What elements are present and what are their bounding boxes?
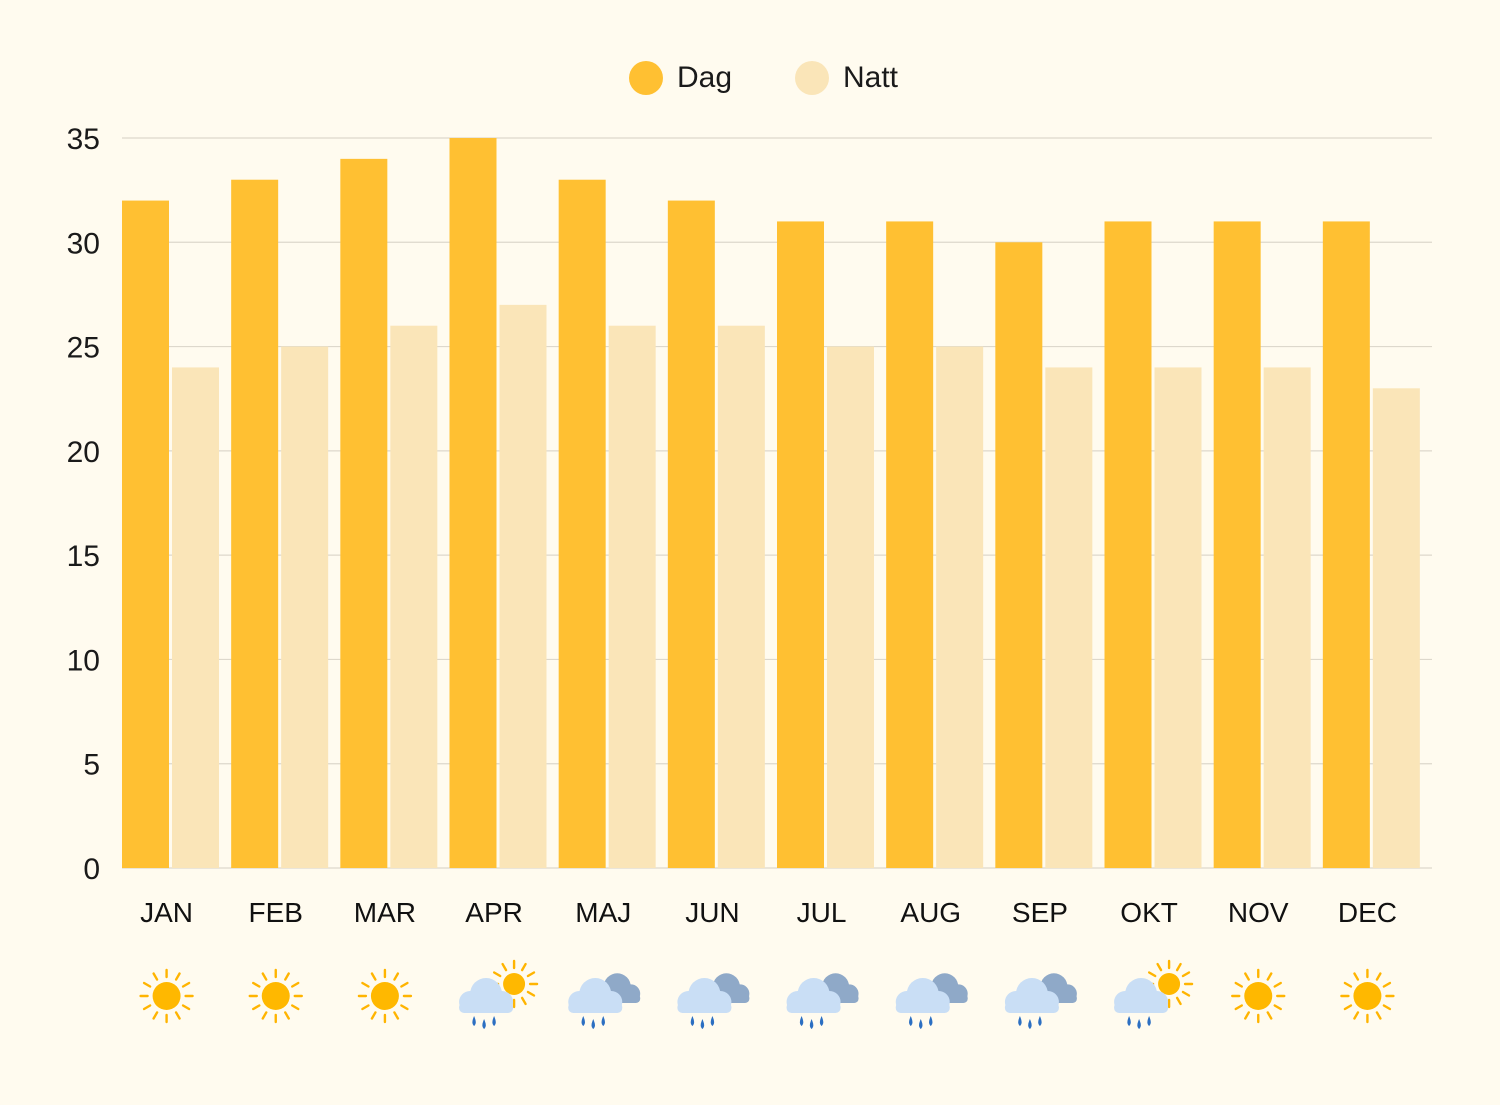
bar-natt-dec xyxy=(1372,388,1420,868)
bar-natt-jun xyxy=(717,325,765,868)
y-tick-label: 35 xyxy=(67,123,100,156)
sun-icon xyxy=(357,968,413,1024)
bar-dag-feb xyxy=(231,179,279,868)
bars xyxy=(122,138,1420,869)
x-tick-label: MAR xyxy=(354,897,416,928)
bar-dag-mar xyxy=(340,158,388,868)
weather-icons xyxy=(139,959,1395,1030)
bar-natt-jan xyxy=(172,367,219,868)
x-tick-label: JAN xyxy=(140,897,193,928)
legend-label-dag: Dag xyxy=(677,61,732,94)
bar-dag-aug xyxy=(886,221,934,868)
y-axis-ticks: 0 5 10 15 20 25 30 35 xyxy=(67,123,100,886)
y-tick-label: 25 xyxy=(67,332,100,365)
bar-dag-jun xyxy=(667,200,715,869)
x-tick-label: SEP xyxy=(1012,897,1068,928)
bar-dag-apr xyxy=(449,138,497,868)
bar-natt-aug xyxy=(936,346,984,869)
x-tick-label: OKT xyxy=(1120,897,1178,928)
legend-swatch-natt xyxy=(795,61,829,95)
legend-swatch-dag xyxy=(629,61,663,95)
x-tick-label: APR xyxy=(465,897,523,928)
x-axis-labels: JAN FEB MAR APR MAJ JUN JUL AUG SEP OKT NOV DEC xyxy=(140,897,1397,928)
x-tick-label: MAJ xyxy=(575,897,631,928)
rain-cloud-icon xyxy=(895,973,968,1030)
y-tick-label: 30 xyxy=(67,227,100,260)
bar-dag-dec xyxy=(1322,221,1370,868)
bar-dag-jan xyxy=(122,200,169,869)
legend: Dag Natt xyxy=(629,61,899,95)
bar-natt-nov xyxy=(1263,367,1311,868)
bar-dag-jul xyxy=(777,221,824,868)
y-tick-label: 10 xyxy=(67,644,100,677)
bar-natt-sep xyxy=(1045,367,1093,868)
x-tick-label: AUG xyxy=(900,897,961,928)
bar-natt-maj xyxy=(608,325,656,868)
y-tick-label: 15 xyxy=(67,540,100,573)
bar-dag-maj xyxy=(558,179,606,868)
sun-icon xyxy=(139,968,194,1024)
sun-icon xyxy=(1231,968,1286,1024)
bar-natt-apr xyxy=(499,304,547,868)
x-tick-label: NOV xyxy=(1228,897,1289,928)
bar-natt-okt xyxy=(1154,367,1202,868)
rain-cloud-icon xyxy=(786,973,859,1030)
x-tick-label: DEC xyxy=(1338,897,1397,928)
x-tick-label: JUN xyxy=(685,897,739,928)
bar-dag-okt xyxy=(1104,221,1152,868)
bar-natt-jul xyxy=(827,346,874,869)
sun-icon xyxy=(248,968,303,1024)
bar-natt-mar xyxy=(390,325,438,868)
legend-label-natt: Natt xyxy=(843,61,899,94)
y-tick-label: 20 xyxy=(67,436,100,469)
bar-natt-feb xyxy=(281,346,329,869)
rain-sun-icon xyxy=(459,959,539,1030)
y-tick-label: 5 xyxy=(83,749,100,782)
rain-sun-icon xyxy=(1114,959,1194,1030)
y-tick-label: 0 xyxy=(83,853,100,886)
x-tick-label: JUL xyxy=(797,897,847,928)
x-tick-label: FEB xyxy=(249,897,303,928)
rain-cloud-icon xyxy=(677,973,750,1030)
sun-icon xyxy=(1340,968,1395,1024)
rain-cloud-icon xyxy=(568,973,641,1030)
bar-dag-sep xyxy=(995,242,1043,869)
bar-dag-nov xyxy=(1213,221,1261,868)
rain-cloud-icon xyxy=(1004,973,1077,1030)
